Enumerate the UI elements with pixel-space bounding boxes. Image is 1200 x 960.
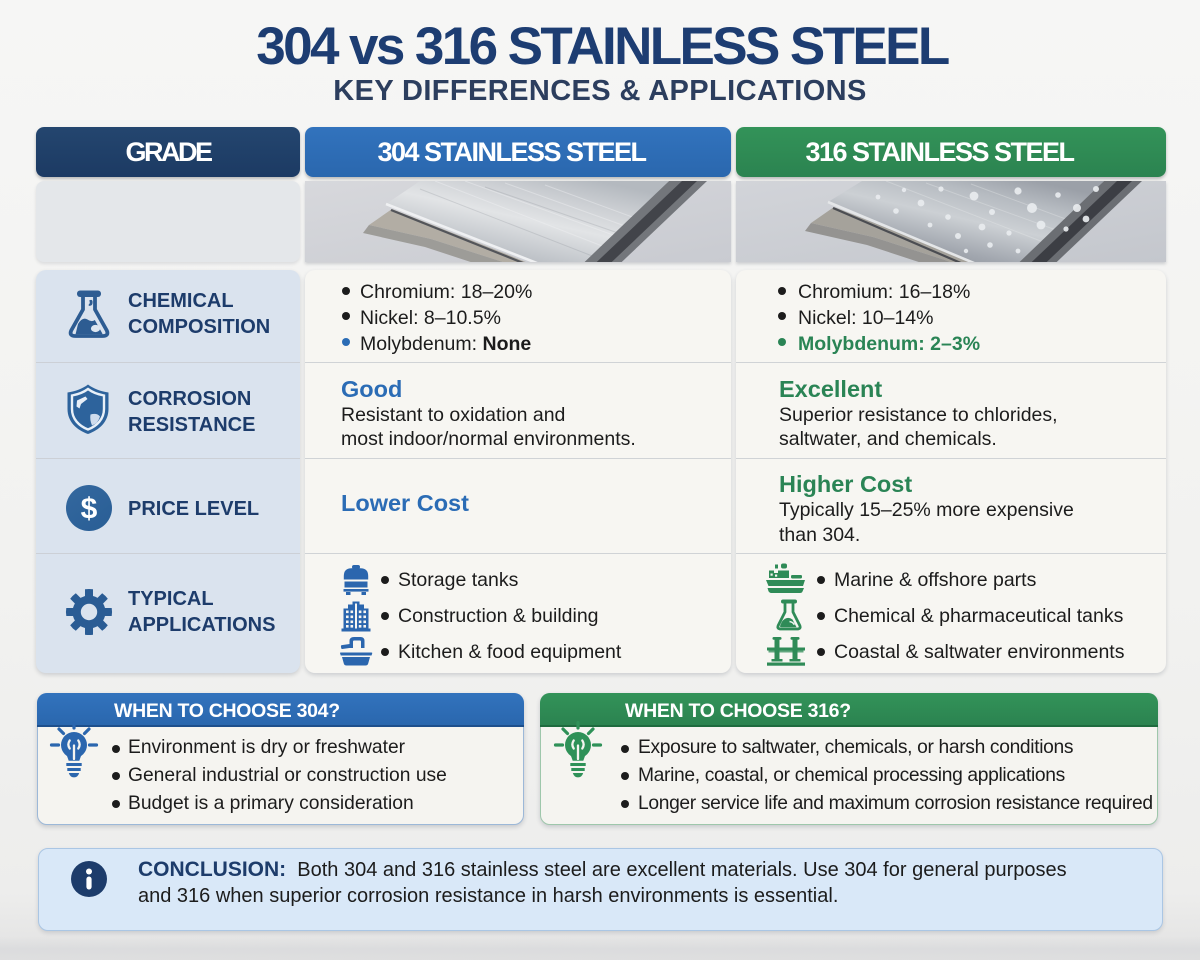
svg-text:$: $ bbox=[81, 493, 98, 526]
